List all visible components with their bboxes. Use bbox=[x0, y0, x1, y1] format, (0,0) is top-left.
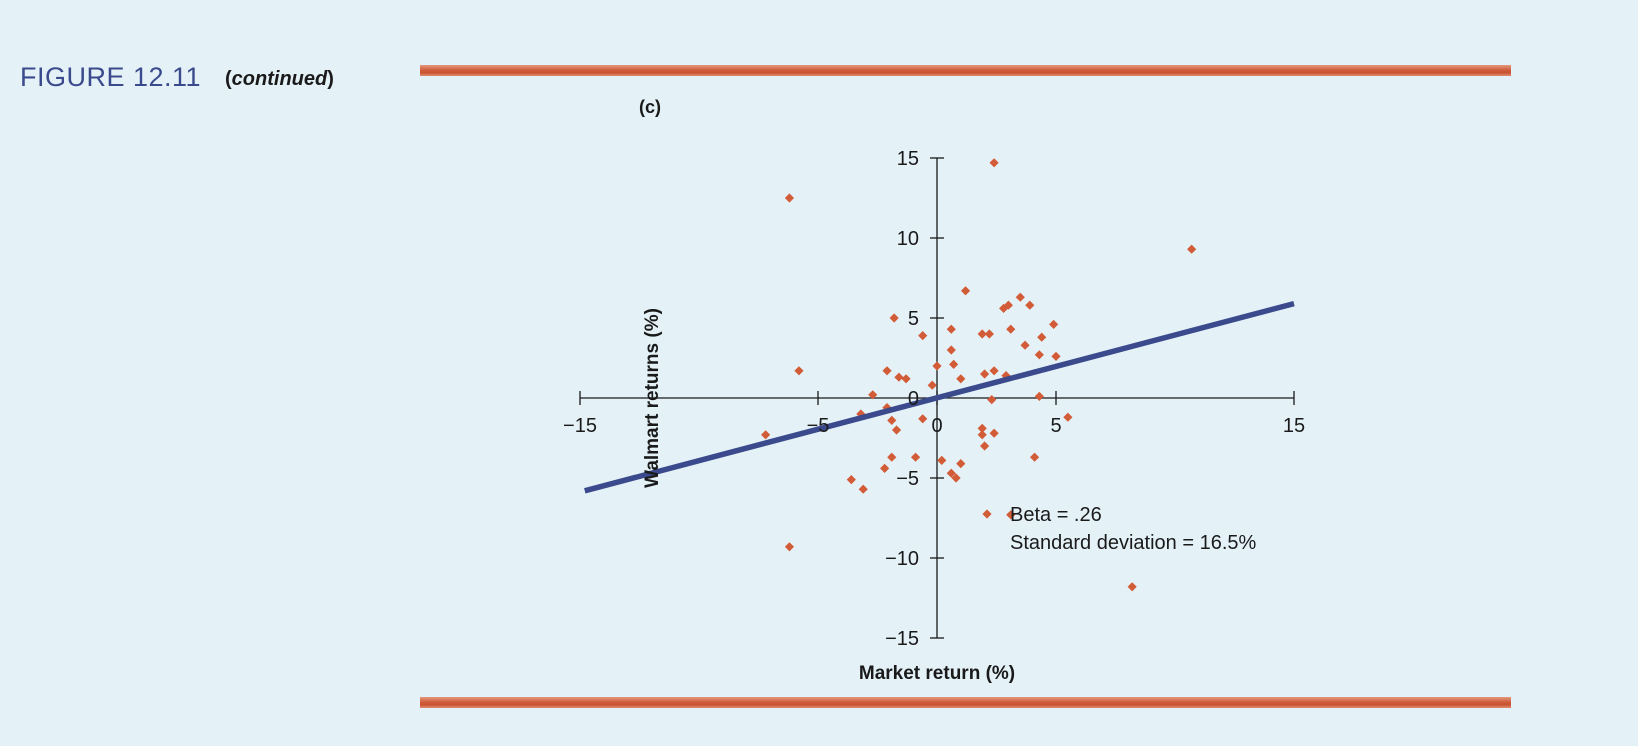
data-point bbox=[932, 361, 942, 371]
data-point bbox=[977, 430, 987, 440]
y-tick-label: 10 bbox=[897, 228, 919, 250]
x-tick-label: 15 bbox=[1283, 415, 1305, 437]
data-point bbox=[784, 193, 795, 203]
y-tick-label: −15 bbox=[885, 628, 919, 650]
data-point bbox=[1034, 350, 1044, 360]
data-point bbox=[880, 463, 890, 473]
beta-annotation: Beta = .26 bbox=[1010, 504, 1102, 526]
y-tick-label: 5 bbox=[908, 308, 919, 330]
y-tick-label: 0 bbox=[908, 388, 919, 410]
data-point bbox=[977, 329, 987, 339]
regression-line-layer bbox=[584, 300, 1295, 494]
data-point bbox=[1187, 244, 1197, 254]
data-point bbox=[1037, 332, 1047, 342]
data-point bbox=[1025, 300, 1035, 310]
data-point bbox=[989, 366, 999, 376]
data-point bbox=[887, 452, 897, 462]
y-tick-label: −5 bbox=[896, 468, 919, 490]
x-tick-label: −15 bbox=[563, 415, 597, 437]
data-point bbox=[882, 403, 892, 413]
x-tick-label: 5 bbox=[1050, 415, 1061, 437]
data-point bbox=[960, 286, 971, 296]
continued-close-paren: ) bbox=[327, 68, 334, 90]
x-tick-label: −5 bbox=[807, 415, 830, 437]
data-point bbox=[927, 380, 937, 390]
points-layer bbox=[761, 158, 1197, 592]
y-tick-label: 15 bbox=[897, 148, 919, 170]
data-point bbox=[999, 303, 1009, 313]
data-point bbox=[987, 395, 997, 405]
figure-label: FIGURE 12.11 bbox=[20, 62, 202, 92]
bottom-rule bbox=[420, 697, 1511, 708]
continued-text: continued bbox=[231, 68, 328, 90]
top-rule bbox=[420, 65, 1511, 76]
data-point bbox=[1063, 412, 1073, 422]
data-point bbox=[980, 441, 990, 451]
data-point bbox=[910, 452, 921, 462]
regression-line bbox=[584, 300, 1295, 494]
x-axis-title: Market return (%) bbox=[859, 663, 1015, 684]
data-point bbox=[846, 475, 856, 485]
data-point bbox=[980, 369, 990, 379]
data-point bbox=[949, 359, 959, 369]
data-point bbox=[887, 415, 897, 425]
data-point bbox=[951, 473, 961, 483]
data-point bbox=[1034, 391, 1044, 401]
chart-text-layer: −15 −5 0 5 15 15 10 5 0 −5 −10 −15 Beta = .26 Standar… bbox=[563, 148, 1305, 684]
data-point bbox=[858, 484, 868, 494]
data-point bbox=[1006, 324, 1016, 334]
data-point bbox=[889, 313, 899, 323]
data-point bbox=[946, 345, 956, 355]
data-point bbox=[937, 455, 947, 465]
panel-label: (c) bbox=[639, 97, 661, 117]
data-point bbox=[918, 331, 928, 341]
data-point bbox=[918, 414, 928, 424]
std-annotation: Standard deviation = 16.5% bbox=[1010, 532, 1257, 554]
data-point bbox=[1049, 319, 1059, 329]
data-point bbox=[891, 425, 902, 435]
legend-marker bbox=[982, 509, 992, 519]
data-point bbox=[977, 423, 987, 433]
figure-continued-note: (continued) bbox=[225, 68, 334, 91]
data-point bbox=[794, 366, 804, 376]
data-point bbox=[784, 542, 795, 552]
data-point bbox=[1015, 292, 1025, 302]
data-point bbox=[1051, 351, 1061, 361]
data-point bbox=[956, 459, 966, 469]
data-point bbox=[946, 468, 956, 478]
y-tick-label: −10 bbox=[885, 548, 919, 570]
x-tick-label: 0 bbox=[931, 415, 942, 437]
data-point bbox=[882, 366, 892, 376]
data-point bbox=[946, 324, 956, 334]
data-point bbox=[761, 430, 771, 440]
continued-open-paren: ( bbox=[225, 68, 232, 90]
data-point bbox=[1020, 340, 1030, 350]
data-point bbox=[1001, 371, 1011, 381]
data-point bbox=[1127, 582, 1137, 592]
data-point bbox=[1006, 510, 1016, 520]
data-point bbox=[894, 372, 904, 382]
data-point bbox=[901, 374, 911, 384]
y-axis-title: Walmart returns (%) bbox=[642, 308, 663, 488]
data-point bbox=[956, 374, 966, 384]
data-point bbox=[868, 390, 878, 400]
data-point bbox=[984, 329, 994, 339]
data-point bbox=[989, 428, 999, 438]
data-point bbox=[1003, 300, 1013, 310]
data-point bbox=[989, 158, 999, 168]
data-point bbox=[1029, 452, 1040, 462]
